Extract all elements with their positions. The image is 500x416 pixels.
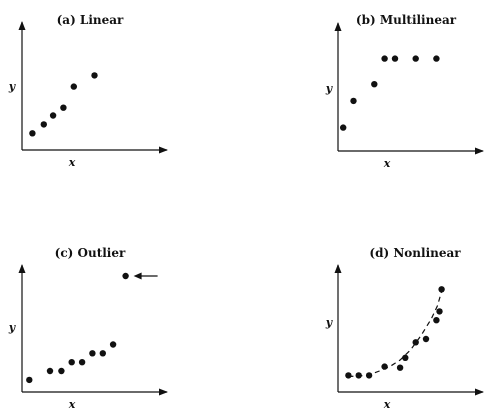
- data-point-outlier: [58, 367, 65, 375]
- x-axis-label-outlier: x: [68, 398, 76, 411]
- data-point-linear: [91, 72, 98, 79]
- data-point-nonlinear: [412, 339, 419, 346]
- panel-title-multilinear: (b) Multilinear: [356, 13, 457, 27]
- outlier-arrowhead-outlier: [133, 272, 142, 280]
- x-axis-arrowhead-linear: [159, 146, 168, 154]
- panel-linear: (a) Linear y x: [8, 13, 168, 169]
- data-point-nonlinear: [438, 286, 445, 293]
- x-axis-arrowhead-nonlinear: [475, 388, 484, 396]
- y-axis-arrowhead-linear: [18, 21, 26, 30]
- data-point-multilinear: [371, 81, 378, 88]
- y-axis-arrowhead-nonlinear: [334, 264, 342, 273]
- panel-nonlinear: (d) Nonlinear y x: [325, 246, 484, 411]
- fitted-curve-nonlinear: [348, 291, 443, 378]
- data-point-multilinear: [391, 55, 399, 62]
- data-point-nonlinear: [355, 372, 362, 379]
- data-point-linear: [60, 104, 67, 111]
- data-point-outlier: [46, 367, 54, 375]
- data-point-nonlinear: [433, 317, 440, 324]
- data-point-multilinear: [340, 124, 347, 131]
- data-point-nonlinear: [436, 308, 443, 315]
- data-point-nonlinear: [396, 364, 404, 371]
- y-axis-label-linear: y: [8, 80, 17, 93]
- y-axis-arrowhead-outlier: [18, 264, 26, 273]
- data-point-multilinear: [433, 55, 440, 62]
- data-point-nonlinear: [381, 363, 388, 370]
- x-axis-label-linear: x: [68, 156, 76, 169]
- data-point-outlier: [26, 376, 33, 384]
- data-point-outlier: [109, 341, 117, 348]
- x-axis-arrowhead-outlier: [159, 388, 168, 396]
- data-point-multilinear: [350, 97, 357, 105]
- data-point-outlier: [78, 359, 86, 366]
- panel-title-linear: (a) Linear: [57, 13, 124, 27]
- x-axis-label-nonlinear: x: [383, 398, 391, 411]
- x-axis-label-multilinear: x: [383, 157, 391, 170]
- data-point-linear: [29, 130, 36, 137]
- panel-outlier: (c) Outlier y x: [8, 246, 168, 411]
- x-axis-arrowhead-multilinear: [475, 147, 484, 155]
- data-point-nonlinear: [365, 372, 373, 379]
- data-point-outlier: [99, 350, 107, 357]
- panel-title-nonlinear: (d) Nonlinear: [369, 246, 461, 260]
- data-point-nonlinear: [402, 354, 409, 361]
- y-axis-label-nonlinear: y: [325, 316, 334, 329]
- data-point-nonlinear: [422, 335, 430, 343]
- data-point-outlier: [122, 272, 129, 280]
- panel-multilinear: (b) Multilinear y x: [325, 13, 484, 170]
- data-point-linear: [49, 112, 57, 119]
- y-axis-arrowhead-multilinear: [334, 22, 342, 31]
- data-point-nonlinear: [345, 372, 352, 379]
- data-point-multilinear: [412, 55, 419, 62]
- data-point-multilinear: [381, 55, 388, 62]
- data-point-linear: [40, 121, 47, 128]
- data-point-outlier: [89, 350, 96, 357]
- panel-title-outlier: (c) Outlier: [55, 246, 126, 260]
- y-axis-label-outlier: y: [8, 321, 17, 334]
- data-point-linear: [70, 83, 78, 90]
- data-point-outlier: [68, 359, 75, 366]
- y-axis-label-multilinear: y: [325, 82, 334, 95]
